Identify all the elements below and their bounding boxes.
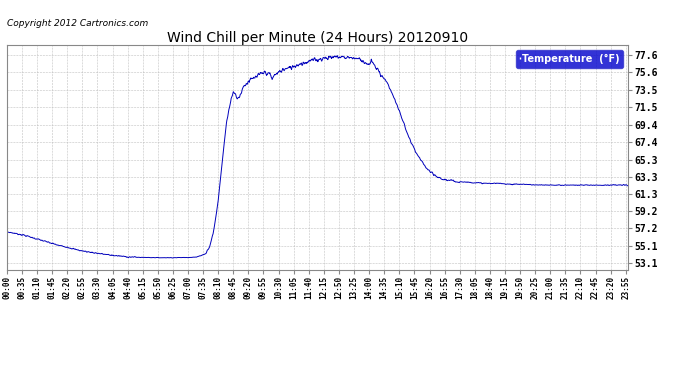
Legend: Temperature  (°F): Temperature (°F) xyxy=(515,50,623,68)
Title: Wind Chill per Minute (24 Hours) 20120910: Wind Chill per Minute (24 Hours) 2012091… xyxy=(167,31,468,45)
Text: Copyright 2012 Cartronics.com: Copyright 2012 Cartronics.com xyxy=(7,19,148,28)
